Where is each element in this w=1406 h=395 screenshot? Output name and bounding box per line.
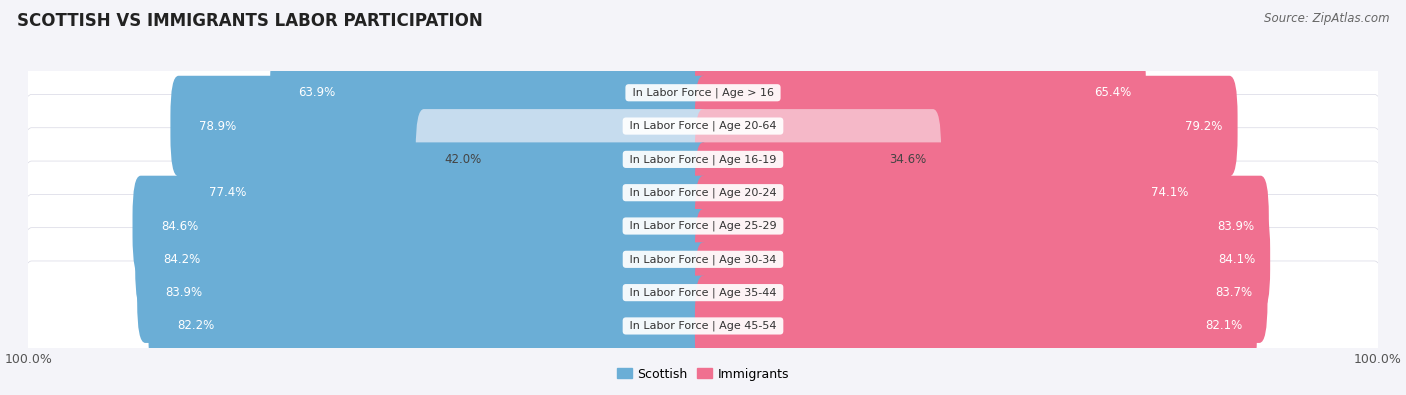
Text: 77.4%: 77.4%: [208, 186, 246, 199]
FancyBboxPatch shape: [21, 28, 1385, 158]
FancyBboxPatch shape: [17, 77, 1389, 242]
FancyBboxPatch shape: [416, 109, 711, 210]
Text: 84.6%: 84.6%: [160, 220, 198, 233]
Text: 63.9%: 63.9%: [298, 86, 336, 99]
Text: In Labor Force | Age 20-24: In Labor Force | Age 20-24: [626, 188, 780, 198]
FancyBboxPatch shape: [695, 176, 1268, 276]
Text: 84.2%: 84.2%: [163, 253, 201, 266]
FancyBboxPatch shape: [21, 194, 1385, 324]
Text: 82.2%: 82.2%: [177, 320, 214, 333]
FancyBboxPatch shape: [17, 11, 1389, 175]
FancyBboxPatch shape: [270, 42, 711, 143]
FancyBboxPatch shape: [695, 42, 1146, 143]
FancyBboxPatch shape: [138, 242, 711, 343]
Text: In Labor Force | Age 30-34: In Labor Force | Age 30-34: [626, 254, 780, 265]
FancyBboxPatch shape: [17, 111, 1389, 275]
FancyBboxPatch shape: [21, 94, 1385, 224]
FancyBboxPatch shape: [695, 209, 1270, 310]
Text: SCOTTISH VS IMMIGRANTS LABOR PARTICIPATION: SCOTTISH VS IMMIGRANTS LABOR PARTICIPATI…: [17, 12, 482, 30]
Text: 65.4%: 65.4%: [1094, 86, 1130, 99]
Text: In Labor Force | Age 35-44: In Labor Force | Age 35-44: [626, 288, 780, 298]
Text: 34.6%: 34.6%: [889, 153, 927, 166]
FancyBboxPatch shape: [695, 109, 941, 210]
FancyBboxPatch shape: [132, 176, 711, 276]
Text: 84.1%: 84.1%: [1218, 253, 1256, 266]
FancyBboxPatch shape: [695, 242, 1267, 343]
FancyBboxPatch shape: [17, 144, 1389, 308]
FancyBboxPatch shape: [21, 61, 1385, 191]
Text: 79.2%: 79.2%: [1185, 120, 1223, 133]
FancyBboxPatch shape: [21, 161, 1385, 291]
Text: In Labor Force | Age 25-29: In Labor Force | Age 25-29: [626, 221, 780, 231]
FancyBboxPatch shape: [695, 142, 1204, 243]
Text: In Labor Force | Age > 16: In Labor Force | Age > 16: [628, 88, 778, 98]
FancyBboxPatch shape: [180, 142, 711, 243]
FancyBboxPatch shape: [17, 44, 1389, 208]
FancyBboxPatch shape: [21, 228, 1385, 357]
Text: 83.9%: 83.9%: [1216, 220, 1254, 233]
Text: 82.1%: 82.1%: [1205, 320, 1241, 333]
Text: In Labor Force | Age 45-54: In Labor Force | Age 45-54: [626, 321, 780, 331]
Text: 42.0%: 42.0%: [444, 153, 481, 166]
FancyBboxPatch shape: [695, 76, 1237, 177]
FancyBboxPatch shape: [17, 211, 1389, 375]
Text: 74.1%: 74.1%: [1152, 186, 1189, 199]
Text: 83.9%: 83.9%: [166, 286, 202, 299]
Text: 78.9%: 78.9%: [198, 120, 236, 133]
Text: In Labor Force | Age 20-64: In Labor Force | Age 20-64: [626, 121, 780, 131]
Text: 83.7%: 83.7%: [1216, 286, 1253, 299]
Legend: Scottish, Immigrants: Scottish, Immigrants: [612, 363, 794, 386]
FancyBboxPatch shape: [170, 76, 711, 177]
FancyBboxPatch shape: [695, 276, 1257, 376]
Text: Source: ZipAtlas.com: Source: ZipAtlas.com: [1264, 12, 1389, 25]
FancyBboxPatch shape: [21, 261, 1385, 391]
FancyBboxPatch shape: [135, 209, 711, 310]
Text: In Labor Force | Age 16-19: In Labor Force | Age 16-19: [626, 154, 780, 165]
FancyBboxPatch shape: [21, 128, 1385, 258]
FancyBboxPatch shape: [149, 276, 711, 376]
FancyBboxPatch shape: [17, 244, 1389, 395]
FancyBboxPatch shape: [17, 177, 1389, 342]
